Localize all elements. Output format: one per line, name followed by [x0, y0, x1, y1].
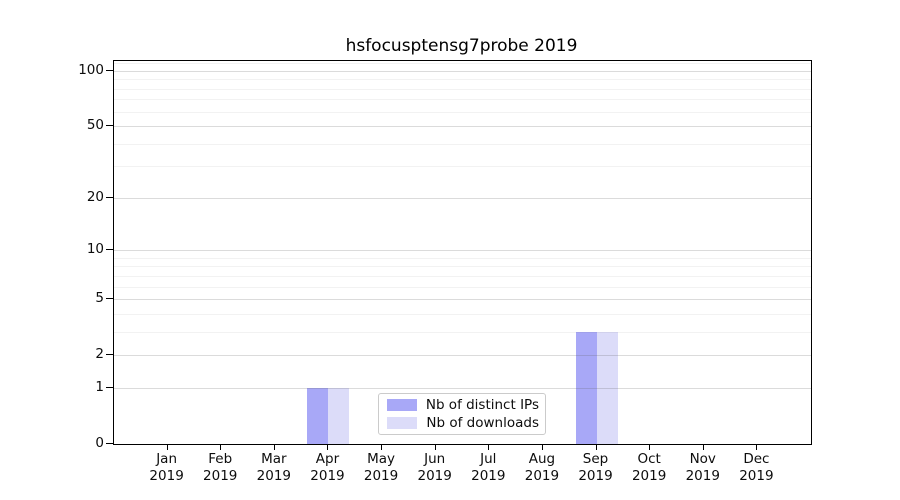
x-tick-label-sep: Sep 2019 — [578, 451, 613, 484]
x-tick-mark — [381, 444, 383, 450]
bar-apr-series0 — [307, 387, 329, 444]
y-tick-mark — [106, 298, 113, 300]
x-tick-label-aug: Aug 2019 — [524, 451, 560, 484]
y-tick-mark — [106, 354, 113, 356]
y-tick-label: 100 — [78, 61, 104, 78]
bar-layer — [114, 61, 811, 444]
x-tick-label-feb: Feb 2019 — [203, 451, 238, 484]
legend-label-distinct-ips: Nb of distinct IPs — [425, 397, 539, 414]
legend-swatch-downloads-icon — [387, 416, 417, 429]
legend-label-downloads: Nb of downloads — [426, 414, 539, 431]
x-tick-mark — [488, 444, 490, 450]
legend-entry-downloads: Nb of downloads — [385, 415, 539, 431]
x-tick-mark — [756, 444, 758, 450]
x-tick-mark — [220, 444, 222, 450]
x-tick-label-jul: Jul 2019 — [471, 451, 506, 484]
y-tick-mark — [106, 69, 113, 71]
bar-apr-series1 — [328, 387, 350, 444]
legend-entry-distinct-ips: Nb of distinct IPs — [385, 397, 539, 413]
y-tick-label: 1 — [95, 378, 104, 395]
y-tick-label: 50 — [86, 117, 104, 134]
x-tick-mark — [595, 444, 597, 450]
x-tick-label-oct: Oct 2019 — [631, 451, 667, 484]
x-tick-label-jun: Jun 2019 — [417, 451, 452, 484]
x-tick-mark — [273, 444, 275, 450]
x-tick-label-apr: Apr 2019 — [310, 451, 345, 484]
x-tick-mark — [541, 444, 543, 450]
x-tick-label-may: May 2019 — [363, 451, 399, 484]
y-tick-mark — [106, 386, 113, 388]
x-tick-label-dec: Dec 2019 — [739, 451, 774, 484]
y-tick-label: 2 — [95, 346, 104, 363]
y-tick-label: 5 — [95, 290, 104, 307]
x-tick-label-nov: Nov 2019 — [685, 451, 720, 484]
x-tick-mark — [702, 444, 704, 450]
y-tick-mark — [106, 249, 113, 251]
x-tick-mark — [166, 444, 168, 450]
bar-sep-series0 — [575, 331, 597, 444]
x-tick-label-mar: Mar 2019 — [256, 451, 292, 484]
y-tick-mark — [106, 196, 113, 198]
x-tick-label-jan: Jan 2019 — [149, 451, 184, 484]
x-tick-mark — [327, 444, 329, 450]
x-tick-mark — [649, 444, 651, 450]
bar-sep-series1 — [596, 331, 618, 444]
y-tick-mark — [106, 443, 113, 444]
legend-swatch-distinct-ips-icon — [387, 399, 417, 412]
x-tick-mark — [434, 444, 436, 450]
y-tick-label: 0 — [95, 435, 104, 451]
chart-title: hsfocusptensg7probe 2019 — [345, 36, 578, 56]
y-tick-label: 20 — [86, 188, 104, 205]
legend: Nb of distinct IPs Nb of downloads — [378, 393, 546, 435]
plot-area: Nb of distinct IPs Nb of downloads — [113, 60, 812, 445]
y-tick-mark — [106, 125, 113, 127]
y-tick-label: 10 — [86, 241, 104, 258]
